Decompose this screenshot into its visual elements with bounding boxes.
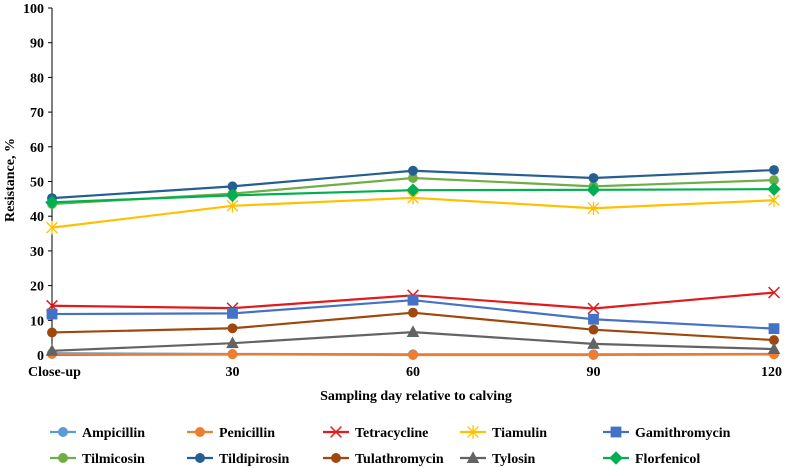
data-point <box>46 308 58 320</box>
data-point <box>407 294 419 306</box>
series-gamithromycin <box>46 294 780 335</box>
legend-item: Tetracycline <box>323 426 428 441</box>
data-point <box>406 325 420 338</box>
data-point <box>408 173 418 183</box>
x-tick-label: 90 <box>587 365 601 380</box>
data-point <box>588 313 599 325</box>
legend-label: Gamithromycin <box>635 426 731 441</box>
legend-marker <box>330 426 342 438</box>
x-tick-label: 120 <box>761 365 782 380</box>
data-point <box>45 195 59 210</box>
data-point <box>767 182 781 196</box>
y-tick-label: 70 <box>30 106 44 121</box>
data-point <box>225 188 240 203</box>
y-ticks: 0 10 20 30 40 50 60 70 80 90 100 <box>23 2 52 364</box>
y-axis-title: Resistance, % <box>3 138 18 222</box>
series-tulathromycin <box>47 307 779 346</box>
x-axis-label: Sampling day relative to calving <box>320 389 512 404</box>
legend-item: Gamithromycin <box>603 426 731 441</box>
data-point <box>226 336 239 349</box>
legend-marker <box>195 427 205 437</box>
data-point <box>588 173 599 183</box>
y-tick-label: 20 <box>30 280 44 295</box>
legend-item: Tylosin <box>460 451 536 467</box>
y-tick-label: 40 <box>30 210 44 225</box>
legend-item: Penicillin <box>187 426 275 441</box>
legend-marker <box>466 451 480 463</box>
x-tick-label: 60 <box>406 365 420 380</box>
legend-item: Ampicillin <box>50 426 145 441</box>
data-point <box>587 201 600 215</box>
series-layer <box>45 165 781 360</box>
y-tick-label: 100 <box>23 2 44 17</box>
data-point <box>768 286 780 299</box>
x-tick-label: Close-up <box>28 365 81 380</box>
legend-label: Tylosin <box>492 452 536 467</box>
data-point <box>227 349 238 360</box>
legend-marker <box>610 426 622 438</box>
data-point <box>767 342 781 355</box>
x-tick-label: 30 <box>226 365 240 380</box>
legend-marker <box>195 453 205 463</box>
data-point <box>769 165 779 175</box>
data-point <box>587 302 600 315</box>
legend: Ampicillin Penicillin Tetracycline Tiamulin… <box>50 425 731 467</box>
legend-item: Tildipirosin <box>187 452 290 467</box>
legend-label: Penicillin <box>219 426 275 441</box>
legend-label: Tilmicosin <box>82 452 145 467</box>
legend-item: Florfenicol <box>603 451 700 467</box>
series-penicillin <box>47 349 779 360</box>
legend-label: Tiamulin <box>492 426 547 441</box>
y-tick-label: 10 <box>30 314 44 329</box>
x-ticks: Close-up 30 60 90 120 <box>28 355 782 380</box>
series-florfenicol <box>45 182 781 210</box>
data-point <box>406 183 420 197</box>
legend-label: Tulathromycin <box>355 452 444 467</box>
data-point <box>47 327 57 338</box>
data-point <box>408 165 418 176</box>
data-point <box>46 220 58 235</box>
y-tick-label: 30 <box>30 245 44 260</box>
y-axis-label: Resistance, % <box>3 138 18 222</box>
data-point <box>769 335 779 346</box>
data-point <box>588 350 599 360</box>
data-point <box>408 350 418 360</box>
y-tick-label: 0 <box>37 349 44 364</box>
y-tick-label: 80 <box>30 71 44 86</box>
legend-marker <box>58 453 68 463</box>
series-tiamulin <box>46 191 780 235</box>
legend-marker <box>609 451 623 465</box>
legend-label: Florfenicol <box>635 452 700 467</box>
series-tylosin <box>45 325 781 356</box>
data-point <box>588 324 599 335</box>
legend-label: Ampicillin <box>82 426 145 441</box>
y-tick-label: 60 <box>30 141 44 156</box>
data-point <box>587 337 600 349</box>
legend-item: Tiamulin <box>460 425 547 441</box>
y-tick-label: 90 <box>30 37 44 52</box>
legend-marker <box>331 453 341 463</box>
data-point <box>586 183 601 197</box>
data-point <box>227 181 238 192</box>
legend-label: Tildipirosin <box>219 452 290 467</box>
data-point <box>45 344 59 356</box>
legend-label: Tetracycline <box>355 426 428 441</box>
data-point <box>768 323 780 335</box>
data-point <box>227 307 238 319</box>
legend-item: Tilmicosin <box>50 452 145 467</box>
y-tick-label: 50 <box>30 176 44 191</box>
data-point <box>769 175 779 186</box>
legend-marker <box>58 427 68 437</box>
data-point <box>408 307 418 318</box>
legend-item: Tulathromycin <box>323 452 444 467</box>
data-point <box>227 323 238 334</box>
legend-marker <box>467 425 479 439</box>
